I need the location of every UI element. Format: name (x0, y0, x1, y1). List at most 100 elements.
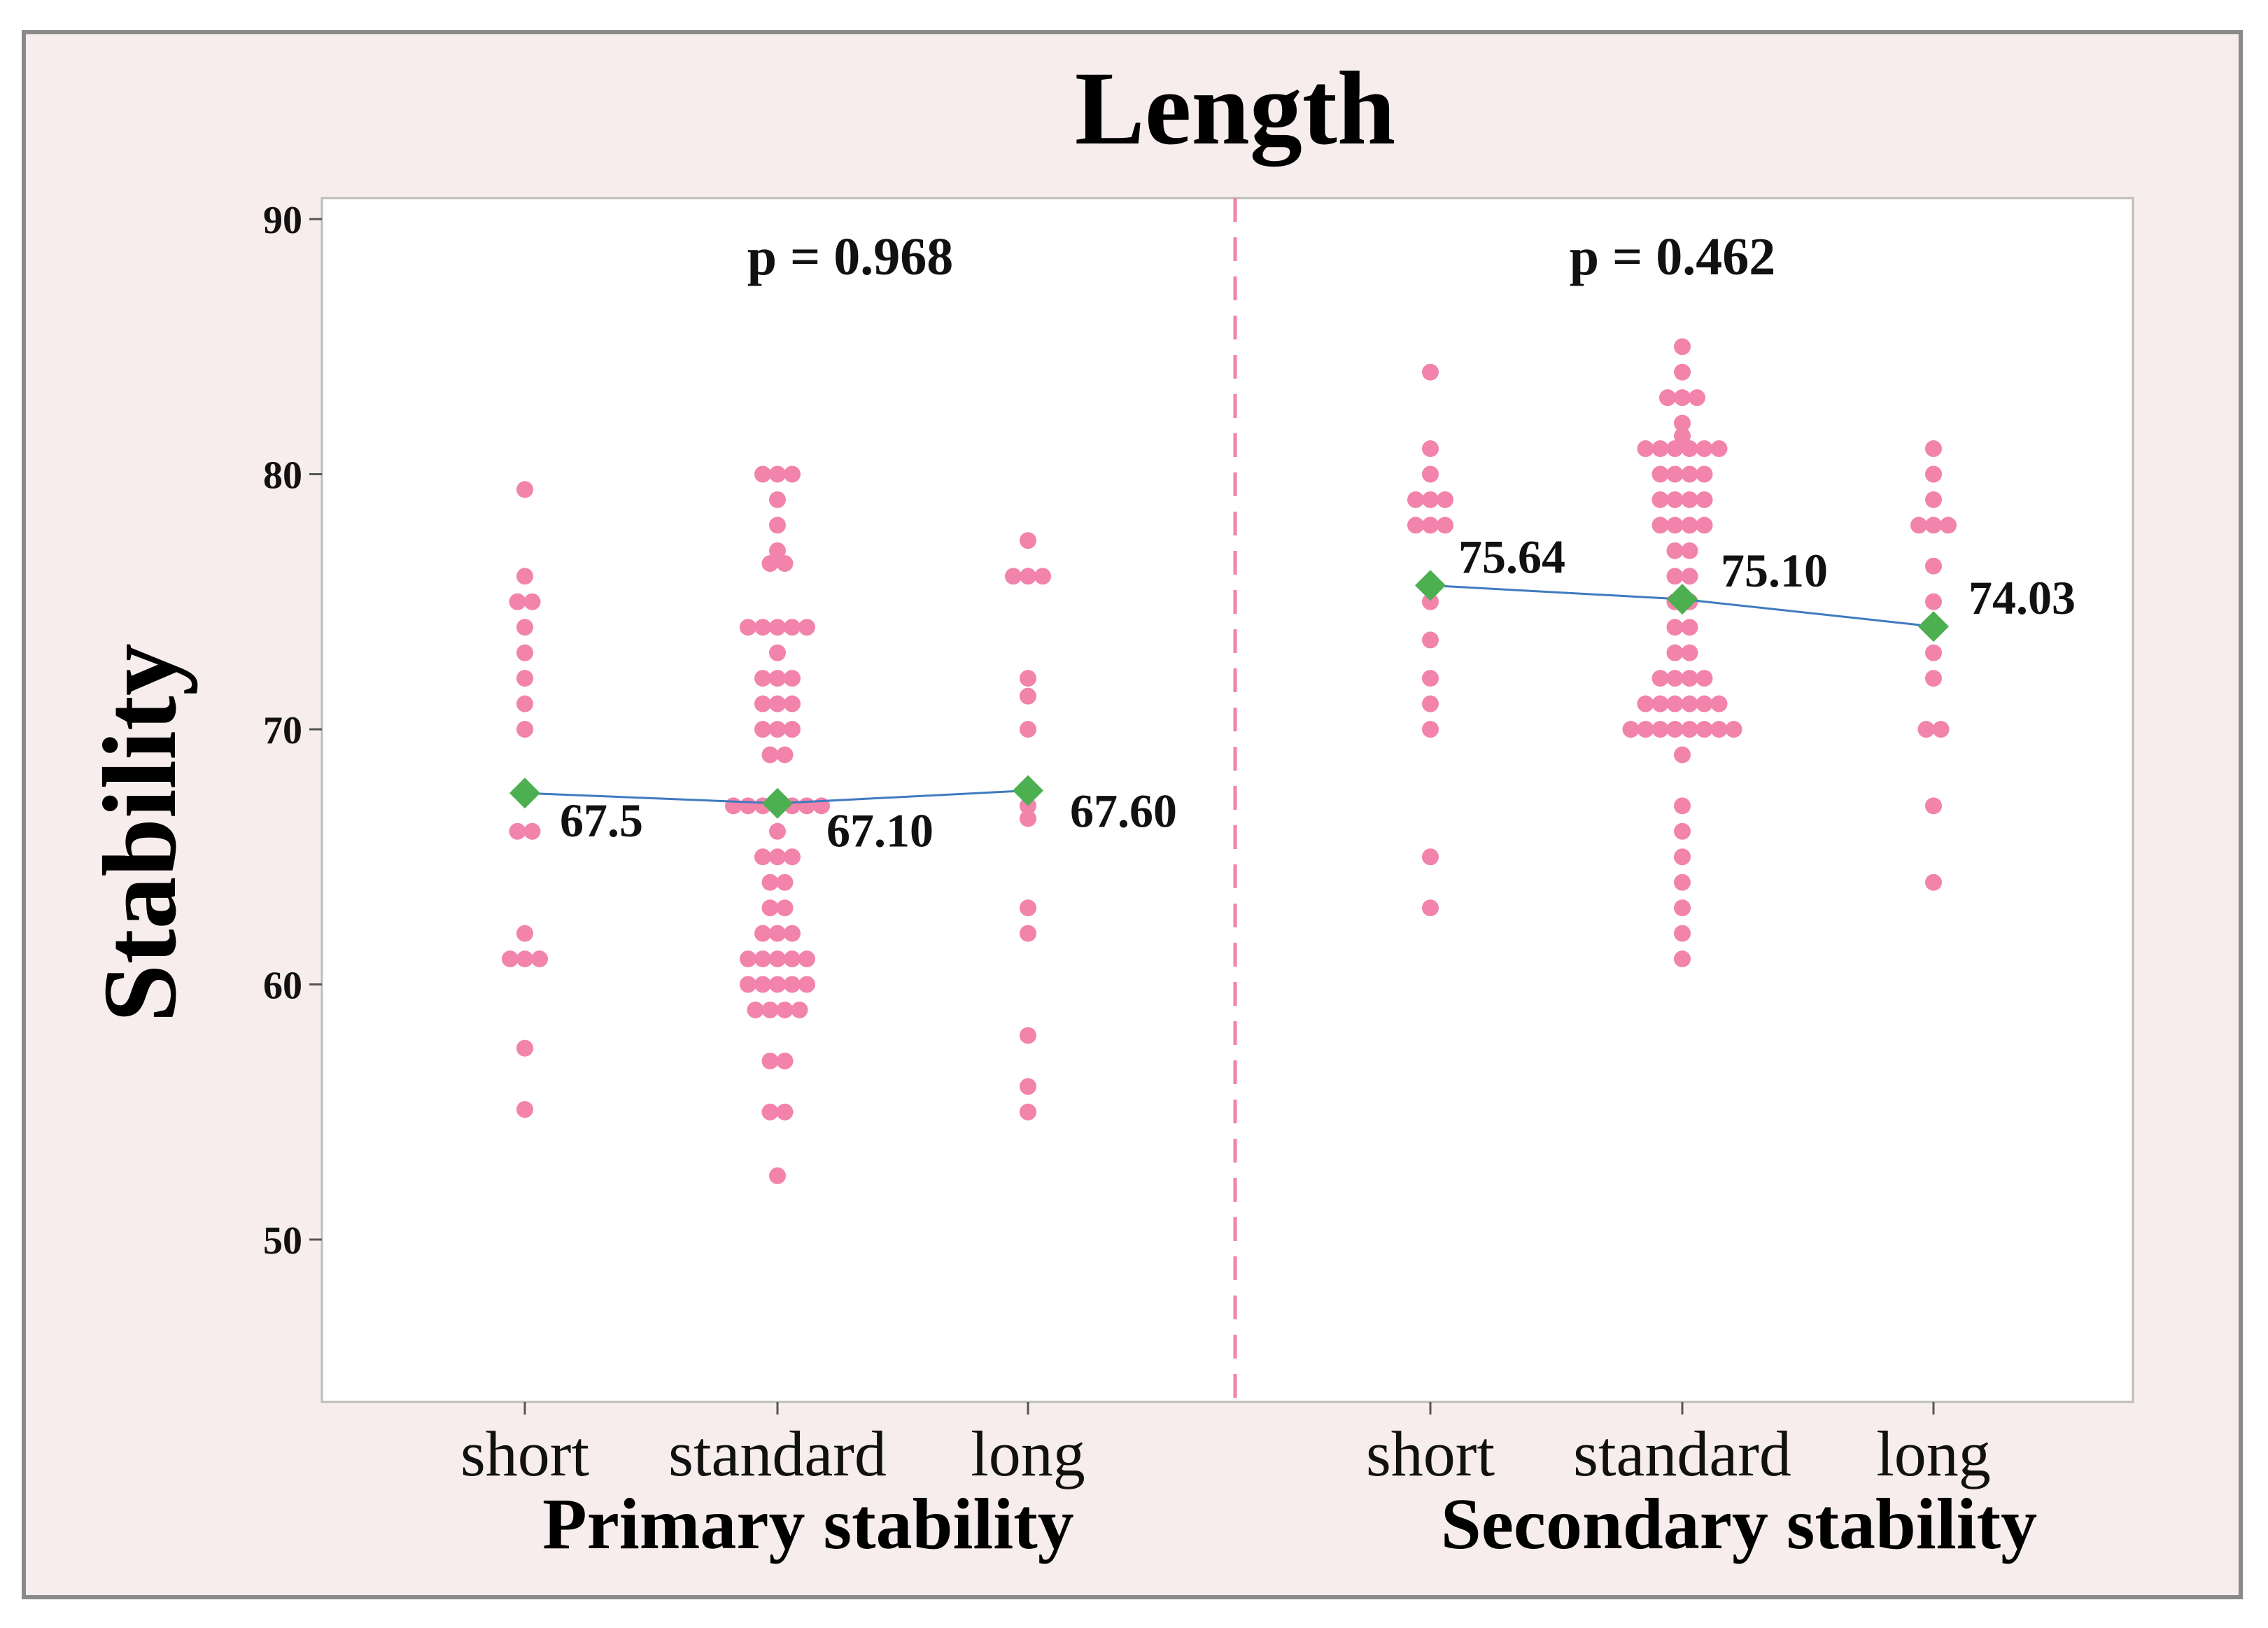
data-point (1651, 670, 1669, 687)
data-point (1710, 721, 1728, 738)
data-point (784, 465, 801, 483)
data-point (761, 1052, 779, 1069)
data-point (1622, 721, 1640, 738)
data-point (1696, 695, 1713, 713)
data-point (754, 848, 771, 866)
data-point (1674, 873, 1691, 891)
x-category-label: standard (1573, 1418, 1791, 1489)
data-point (784, 721, 801, 738)
data-point (1689, 389, 1705, 407)
data-point (1681, 568, 1698, 585)
data-point (769, 491, 786, 508)
mean-marker (762, 787, 793, 819)
data-point (769, 644, 786, 661)
data-point (761, 1001, 779, 1018)
data-point (502, 950, 519, 968)
mean-label: 67.5 (560, 794, 643, 847)
data-point (1422, 363, 1439, 381)
data-point (798, 950, 815, 968)
data-point (784, 925, 801, 942)
data-point (776, 899, 794, 917)
p-value-label: p = 0.462 (1570, 227, 1776, 286)
data-point (516, 481, 533, 498)
data-point (769, 925, 786, 942)
y-tick-label: 70 (263, 709, 302, 752)
data-point (1651, 517, 1669, 534)
data-point (1005, 568, 1022, 585)
p-value-label: p = 0.968 (747, 227, 954, 286)
x-category-label: long (1876, 1418, 1991, 1489)
mean-marker (1918, 611, 1949, 643)
data-point (1422, 848, 1439, 866)
data-point (1696, 440, 1713, 458)
data-point (1637, 721, 1654, 738)
data-point (1696, 670, 1713, 687)
data-point (1696, 721, 1713, 738)
data-point (516, 950, 533, 968)
data-point (1422, 440, 1439, 458)
data-point (1696, 517, 1713, 534)
data-point (1422, 517, 1439, 534)
data-point (1666, 644, 1684, 661)
data-point (516, 721, 533, 738)
data-point (754, 465, 771, 483)
data-point (1637, 695, 1654, 713)
data-point (1651, 465, 1669, 483)
mean-label: 75.64 (1458, 530, 1565, 583)
data-point (1422, 631, 1439, 649)
data-point (1666, 721, 1684, 738)
x-category-label: long (971, 1418, 1085, 1489)
data-point (761, 899, 779, 917)
y-axis: 50 60 70 80 90 (263, 199, 322, 1263)
x-group-label: Primary stability (542, 1484, 1074, 1564)
data-point (769, 542, 786, 559)
data-point (769, 517, 786, 534)
data-point (1925, 670, 1942, 687)
data-point (776, 746, 794, 764)
data-point (1696, 491, 1713, 508)
data-point (509, 822, 526, 840)
data-point (769, 721, 786, 738)
data-point (776, 1052, 794, 1069)
data-point (784, 619, 801, 636)
data-point (1020, 532, 1036, 549)
data-point (1674, 950, 1691, 968)
data-point (1681, 542, 1698, 559)
data-point (1651, 491, 1669, 508)
mean-marker (509, 778, 540, 809)
data-point (1020, 1027, 1036, 1044)
data-point (1674, 746, 1691, 764)
data-point (1925, 465, 1942, 483)
data-point (740, 950, 756, 968)
mean-label: 75.10 (1721, 544, 1828, 597)
data-point (1020, 810, 1036, 827)
data-point (1725, 721, 1742, 738)
data-point (754, 925, 771, 942)
data-point (1925, 557, 1942, 575)
data-point (516, 568, 533, 585)
data-point (1925, 517, 1942, 534)
data-point (754, 950, 771, 968)
data-point (761, 1103, 779, 1121)
data-point (1666, 695, 1684, 713)
data-point (523, 593, 541, 610)
data-point (754, 695, 771, 713)
data-point (769, 465, 786, 483)
data-point (1666, 517, 1684, 534)
data-point (531, 950, 548, 968)
data-point (747, 1001, 764, 1018)
data-point (1034, 568, 1051, 585)
data-point (754, 721, 771, 738)
data-point (1681, 721, 1698, 738)
data-point (1651, 695, 1669, 713)
data-point (784, 670, 801, 687)
data-point (516, 644, 533, 661)
data-point (1020, 899, 1036, 917)
data-point (740, 976, 756, 993)
data-point (1422, 695, 1439, 713)
data-point (1674, 414, 1691, 432)
